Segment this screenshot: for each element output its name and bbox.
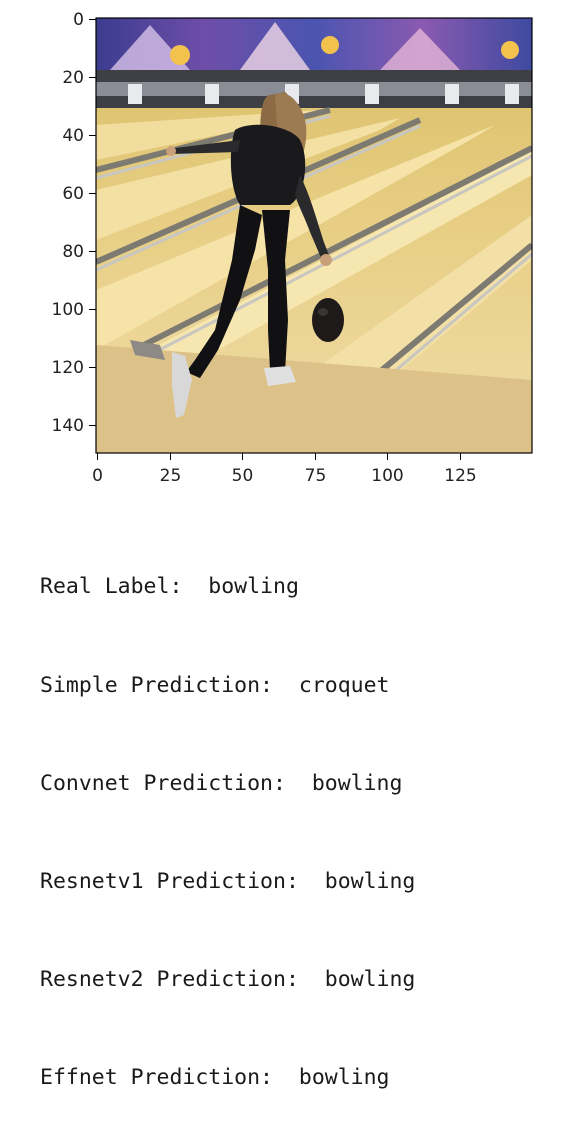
y-tick-label: 80 (62, 242, 84, 262)
y-tick-label: 60 (62, 184, 84, 204)
resnetv2-prediction-line: Resnetv2 Prediction: bowling (40, 966, 416, 992)
x-tick-label: 50 (232, 466, 254, 486)
y-axis (89, 19, 96, 426)
x-tick-label: 0 (92, 466, 103, 486)
y-tick-label: 20 (62, 68, 84, 88)
x-tick-label: 100 (371, 466, 403, 486)
image-plot: 0 20 40 60 80 100 120 140 0 25 50 75 100… (52, 10, 533, 486)
y-tick-label: 120 (52, 358, 84, 378)
bowling-image (96, 18, 532, 453)
simple-prediction-line: Simple Prediction: croquet (40, 672, 390, 698)
x-tick-label: 25 (160, 466, 182, 486)
x-tick-label: 75 (305, 466, 327, 486)
y-tick-label: 140 (52, 416, 84, 436)
y-tick-label: 40 (62, 126, 84, 146)
y-tick-label: 0 (73, 10, 84, 30)
y-tick-label: 100 (52, 300, 84, 320)
x-axis (97, 453, 461, 460)
x-tick-label: 125 (444, 466, 476, 486)
real-label-line: Real Label: bowling (40, 574, 299, 600)
plot-frame (95, 17, 533, 454)
bowling-ball (312, 298, 344, 342)
prediction-output: Real Label: bowling Simple Prediction: c… (40, 506, 415, 1127)
convnet-prediction-line: Convnet Prediction: bowling (40, 770, 403, 796)
effnet-prediction-line: Effnet Prediction: bowling (40, 1064, 390, 1090)
bowler-figure (166, 92, 332, 418)
resnetv1-prediction-line: Resnetv1 Prediction: bowling (40, 868, 416, 894)
